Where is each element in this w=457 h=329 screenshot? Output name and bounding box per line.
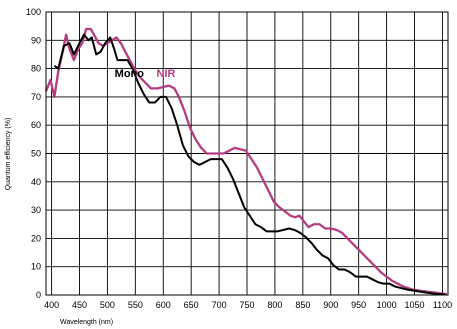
x-axis-title: Wavelength (nm)	[60, 319, 113, 326]
x-tick-label: 750	[239, 300, 254, 310]
x-tick-label: 650	[184, 300, 199, 310]
x-tick-label: 500	[100, 300, 115, 310]
x-tick-label: 600	[156, 300, 171, 310]
series-lines	[44, 27, 448, 296]
x-tick-label: 850	[295, 300, 310, 310]
series-label-mono: Mono	[115, 68, 145, 80]
y-tick-label: 10	[31, 262, 41, 272]
x-tick-label: 550	[128, 300, 143, 310]
x-tick-label: 400	[44, 300, 59, 310]
y-tick-label: 20	[31, 233, 41, 243]
x-tick-label: 1100	[433, 300, 452, 310]
x-tick-label: 900	[323, 300, 338, 310]
y-tick-label: 50	[31, 149, 41, 159]
x-tick-label: 450	[72, 300, 87, 310]
y-tick-label: 80	[31, 64, 41, 74]
x-tick-label: 950	[351, 300, 366, 310]
plot-frame	[45, 11, 449, 296]
tick-labels: 400 450 500 550 600 650 700 750 800 850 900 950 1000…	[26, 7, 452, 310]
x-tick-label: 1000	[377, 300, 397, 310]
x-tick-label: 800	[267, 300, 282, 310]
y-tick-label: 70	[31, 92, 41, 102]
x-tick-label: 1050	[404, 300, 424, 310]
y-tick-label: 60	[31, 120, 41, 130]
y-tick-label: 40	[31, 177, 41, 187]
y-axis-title: Quantum efficiency (%)	[5, 118, 12, 191]
x-tick-label: 700	[212, 300, 227, 310]
y-tick-label: 100	[26, 7, 41, 17]
y-tick-label: 30	[31, 205, 41, 215]
series-line-mono	[53, 33, 446, 296]
series-label-nir: NIR	[157, 68, 176, 80]
series-line-nir	[44, 27, 448, 296]
series-labels: Mono NIR	[115, 68, 176, 80]
y-tick-label: 0	[36, 290, 41, 300]
grid	[46, 11, 448, 296]
y-tick-label: 90	[31, 35, 41, 45]
